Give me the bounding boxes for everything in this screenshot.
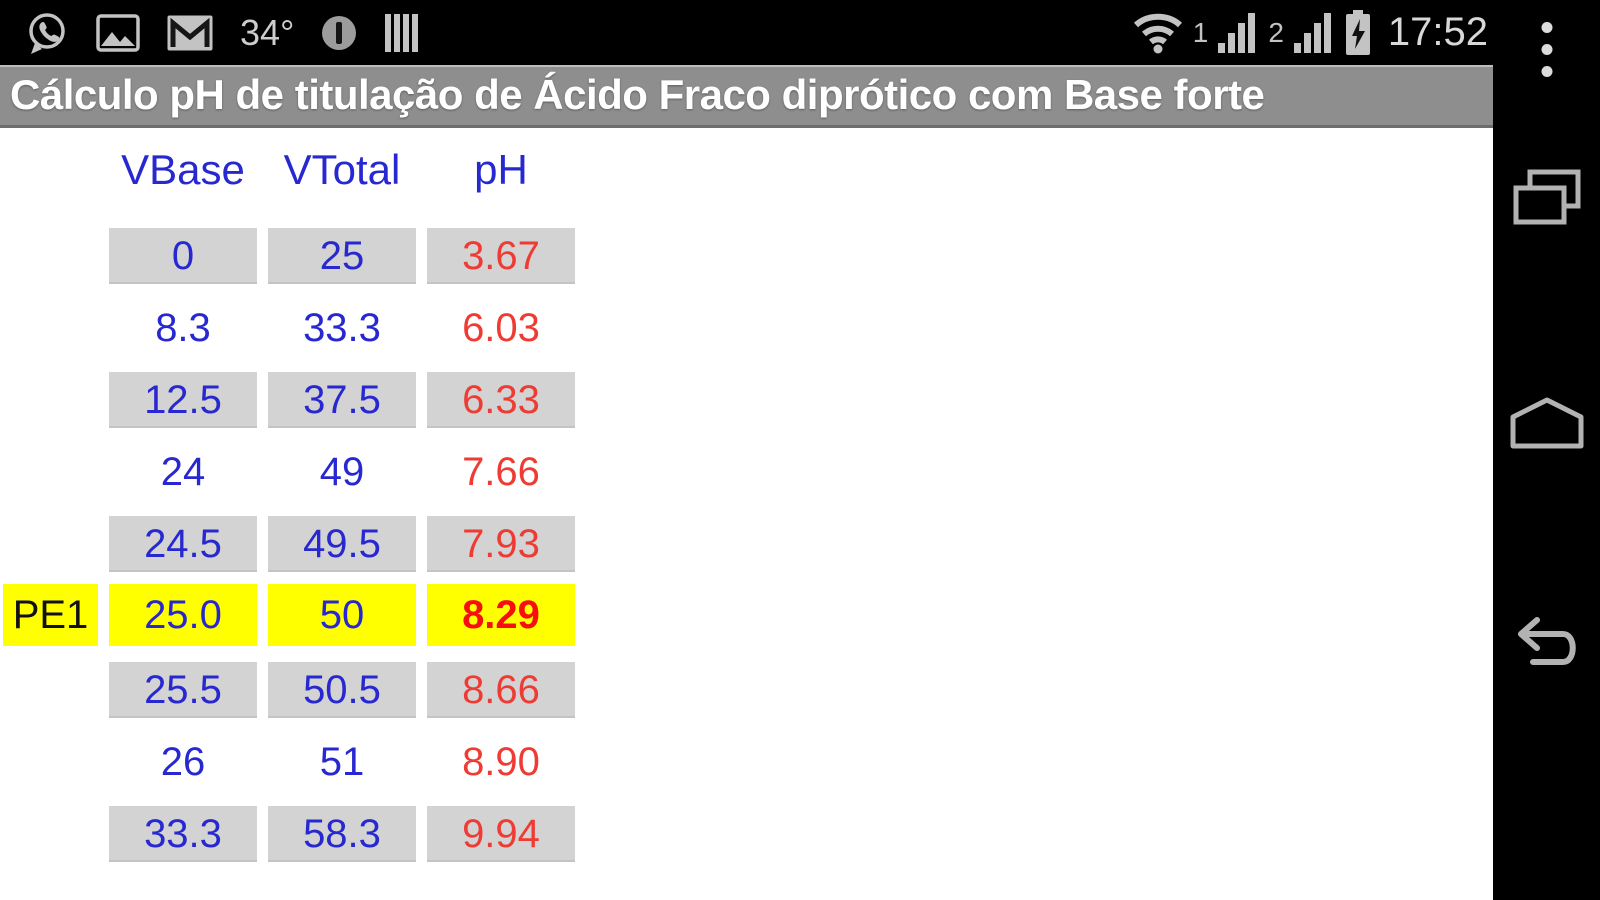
vtotal-value: 51 — [319, 739, 365, 784]
vbase-value: 33.3 — [109, 806, 257, 862]
recents-icon — [1512, 169, 1582, 232]
ph-value: 8.29 — [427, 584, 575, 646]
vbase-value: 0 — [109, 228, 257, 284]
ph-value: 7.93 — [427, 516, 575, 572]
row-label — [3, 516, 98, 572]
vbase-value: 24.5 — [109, 516, 257, 572]
back-button[interactable] — [1509, 616, 1585, 677]
navigation-bar — [1493, 0, 1600, 900]
table-row: 25.5 50.5 8.66 — [0, 662, 1493, 718]
ph-value: 3.67 — [427, 228, 575, 284]
gmail-icon — [166, 14, 214, 52]
row-label — [3, 734, 98, 790]
table-row: 12.5 37.5 6.33 — [0, 372, 1493, 428]
clock: 17:52 — [1387, 10, 1488, 54]
ph-value: 8.90 — [462, 739, 540, 784]
vtotal-value: 50.5 — [268, 662, 416, 718]
table-row: 33.3 58.3 9.94 — [0, 806, 1493, 862]
system-status-icons: 1 2 17:52 — [1133, 0, 1600, 65]
table-row: 0 25 3.67 — [0, 228, 1493, 284]
table-row-equivalence-point: PE1 25.0 50 8.29 — [0, 584, 1493, 646]
vbase-value: 25.0 — [109, 584, 257, 646]
overflow-menu-icon[interactable] — [1541, 22, 1552, 77]
equivalence-point-label: PE1 — [3, 584, 98, 646]
home-button[interactable] — [1509, 396, 1585, 455]
vbase-value: 24 — [160, 449, 206, 494]
vtotal-value: 37.5 — [268, 372, 416, 428]
whatsapp-icon — [24, 10, 70, 56]
signal-bars-icon-sim1 — [1218, 11, 1258, 55]
ph-value: 6.03 — [462, 305, 540, 350]
vtotal-value: 50 — [268, 584, 416, 646]
row-label — [3, 228, 98, 284]
notification-circle-icon — [320, 14, 358, 52]
home-icon — [1509, 397, 1585, 454]
vtotal-value: 33.3 — [303, 305, 381, 350]
recents-button[interactable] — [1512, 168, 1582, 233]
vtotal-value: 58.3 — [268, 806, 416, 862]
table-row: 26 51 8.90 — [0, 734, 1493, 790]
row-label — [3, 444, 98, 500]
wifi-icon — [1133, 12, 1183, 54]
ph-value: 7.66 — [462, 449, 540, 494]
table-header-row: VBase VTotal pH — [0, 128, 1493, 212]
row-label — [3, 300, 98, 356]
vbase-value: 26 — [160, 739, 206, 784]
table-row: 24.5 49.5 7.93 — [0, 516, 1493, 572]
vtotal-value: 49.5 — [268, 516, 416, 572]
titration-table: VBase VTotal pH 0 25 3.67 8.3 33.3 6.03 … — [0, 128, 1493, 862]
page-title: Cálculo pH de titulação de Ácido Fraco d… — [10, 71, 1265, 118]
notification-icons: 34° — [0, 0, 420, 65]
vbase-value: 12.5 — [109, 372, 257, 428]
ph-value: 9.94 — [427, 806, 575, 862]
sim1-label: 1 — [1192, 17, 1209, 48]
header-spacer — [3, 128, 98, 212]
vbase-value: 25.5 — [109, 662, 257, 718]
column-header-ph: pH — [474, 146, 528, 193]
temperature-indicator: 34° — [240, 12, 295, 53]
row-label — [3, 662, 98, 718]
ph-value: 8.66 — [427, 662, 575, 718]
app-title-bar: Cálculo pH de titulação de Ácido Fraco d… — [0, 65, 1493, 128]
battery-charging-icon — [1344, 9, 1372, 56]
content-area: VBase VTotal pH 0 25 3.67 8.3 33.3 6.03 … — [0, 128, 1493, 900]
column-header-vtotal: VTotal — [283, 146, 401, 193]
signal-bars-icon-sim2 — [1293, 11, 1334, 55]
row-label — [3, 372, 98, 428]
row-label — [3, 806, 98, 862]
table-row: 8.3 33.3 6.03 — [0, 300, 1493, 356]
gallery-icon — [96, 13, 140, 53]
vtotal-value: 49 — [319, 449, 365, 494]
vertical-bars-icon — [384, 12, 420, 54]
column-header-vbase: VBase — [121, 146, 245, 193]
status-bar: 34° 1 — [0, 0, 1600, 65]
sim2-label: 2 — [1268, 17, 1284, 48]
ph-value: 6.33 — [427, 372, 575, 428]
table-row: 24 49 7.66 — [0, 444, 1493, 500]
back-icon — [1509, 617, 1585, 676]
vbase-value: 8.3 — [155, 305, 211, 350]
vtotal-value: 25 — [268, 228, 416, 284]
